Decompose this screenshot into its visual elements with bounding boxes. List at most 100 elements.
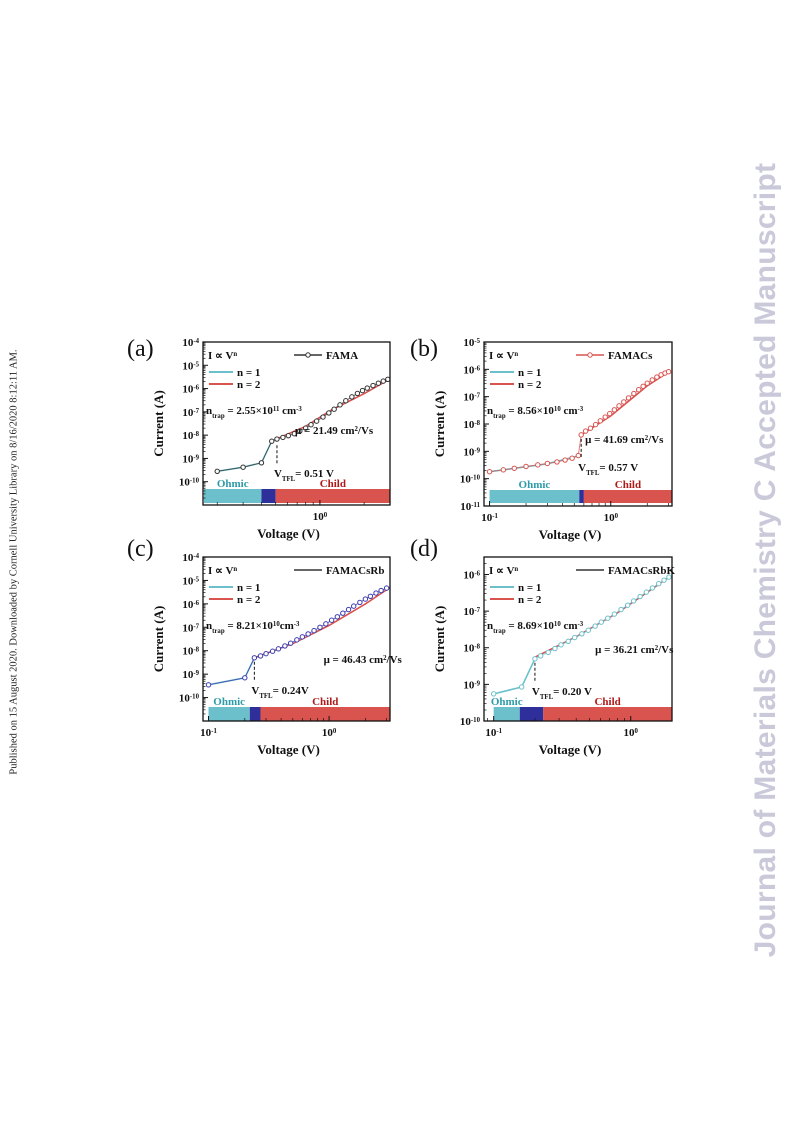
data-point	[585, 627, 591, 633]
data-point	[331, 406, 337, 412]
region-child-bar	[543, 707, 672, 721]
series-legend-marker	[305, 352, 311, 358]
region-ohmic-label-part: Ohmic	[519, 479, 551, 491]
ntrap-annotation-part: 10	[554, 406, 561, 413]
data-point	[205, 682, 212, 688]
y-tick-label-part: -5	[193, 576, 199, 583]
law-label-part: I ∝ V	[208, 350, 233, 362]
ntrap-annotation-part: trap	[493, 628, 506, 635]
ntrap-annotation-part: trap	[212, 413, 225, 420]
data-point	[308, 422, 314, 428]
legend-n2-label: n = 2	[237, 594, 261, 606]
y-tick-label-part: 10	[179, 477, 191, 489]
data-point	[511, 465, 517, 471]
ntrap-annotation-part: = 8.21×10	[225, 620, 274, 632]
y-tick-label: 10-7	[182, 622, 199, 634]
y-tick-label: 10-9	[463, 679, 480, 691]
y-tick-label: 10-7	[463, 392, 480, 404]
mobility-annotation-part: 2	[355, 426, 359, 433]
region-child-label: Child	[615, 479, 641, 491]
y-tick-label: 10-6	[182, 599, 199, 611]
y-axis-title-part: Current (A)	[151, 390, 166, 457]
y-axis-title: Current (A)	[151, 606, 166, 673]
legend-n1-label: n = 1	[237, 367, 260, 379]
y-tick-label-part: -8	[474, 643, 480, 650]
ntrap-annotation-part: n	[487, 620, 493, 632]
region-ohmic-label: Ohmic	[217, 478, 249, 490]
data-point	[636, 386, 642, 393]
data-point	[380, 378, 386, 384]
y-tick-label: 10-6	[463, 569, 480, 581]
data-point	[334, 614, 341, 620]
series-legend-label-part: FAMACs	[608, 350, 653, 362]
legend-n1-label: n = 1	[518, 367, 541, 379]
data-point	[649, 377, 655, 383]
data-point	[345, 606, 352, 613]
y-tick-label-part: 10	[463, 679, 475, 691]
region-tfl-label: TFL	[258, 478, 279, 490]
law-label-part: n	[514, 566, 518, 573]
vtfl-annotation-part: = 0.57 V	[599, 462, 638, 474]
data-point	[532, 656, 538, 662]
y-tick-label-part: -8	[193, 431, 199, 438]
panel-label-part: (b)	[410, 336, 438, 362]
legend-n2-label-part: n = 2	[237, 379, 261, 391]
ntrap-annotation-part: n	[206, 620, 212, 632]
region-tfl-label-part: TFL	[258, 478, 279, 490]
data-point	[364, 385, 370, 391]
y-tick-label: 10-11	[460, 501, 480, 513]
x-tick-label: 10-1	[485, 727, 502, 739]
region-child-label: Child	[312, 696, 338, 708]
y-tick-label-part: 10	[463, 606, 475, 618]
y-tick-label-part: -10	[190, 477, 200, 484]
data-point	[597, 418, 604, 424]
data-point	[602, 414, 608, 420]
panel-label: (a)	[127, 336, 154, 362]
vtfl-annotation-part: = 0.24V	[273, 685, 309, 697]
panel-b: (b)Ohmic TFL Child10-510-610-710-810-910-1…	[410, 336, 673, 542]
data-point	[571, 634, 578, 641]
x-axis-title-part: Voltage (V)	[539, 742, 602, 757]
y-tick-label-part: 10	[463, 392, 475, 404]
x-tick-label-part: 10	[604, 512, 616, 524]
panel-label: (d)	[410, 536, 438, 562]
x-tick-label-part: 10	[485, 727, 497, 739]
data-point	[302, 425, 309, 431]
y-tick-label: 10-7	[463, 606, 480, 618]
y-tick-label-part: -7	[474, 607, 480, 614]
y-tick-label-part: -4	[193, 553, 199, 560]
legend-n2-label-part: n = 2	[518, 379, 542, 391]
law-label: I ∝ Vn	[489, 350, 518, 362]
region-child-label-part: Child	[615, 479, 641, 491]
y-tick-label-part: 10	[182, 575, 194, 587]
x-axis-title-part: Voltage (V)	[539, 527, 602, 542]
vtfl-annotation-part: TFL	[282, 476, 296, 483]
x-tick-label-part: 0	[333, 728, 337, 735]
vtfl-annotation-part: V	[274, 468, 282, 480]
x-tick-label-part: 0	[635, 728, 639, 735]
x-axis-title-part: Voltage (V)	[257, 742, 320, 757]
data-point	[624, 602, 631, 608]
data-point	[554, 459, 560, 465]
ntrap-annotation-part: n	[206, 405, 212, 417]
vtfl-annotation-part: TFL	[586, 469, 600, 476]
data-point	[305, 631, 311, 637]
data-point	[537, 653, 544, 659]
data-point	[592, 623, 598, 629]
ntrap-annotation-part: -3	[578, 621, 584, 628]
legend-n1-label-part: n = 1	[237, 367, 260, 379]
ntrap-annotation: ntrap = 8.21×1010cm-3	[206, 620, 300, 635]
ntrap-annotation-part: 10	[273, 621, 280, 628]
y-tick-label-part: -6	[474, 365, 480, 372]
mobility-annotation: μ = 41.69 cm2/Vs	[585, 434, 664, 446]
region-child-label-part: Child	[320, 478, 346, 490]
y-tick-label: 10-7	[182, 407, 199, 419]
data-point	[320, 414, 326, 420]
y-tick-label: 10-5	[182, 575, 199, 587]
vtfl-annotation: VTFL= 0.24V	[251, 685, 308, 700]
y-tick-label-part: 10	[463, 643, 475, 655]
law-label-part: I ∝ V	[489, 565, 514, 577]
x-tick-label-part: 10	[481, 512, 493, 524]
region-tfl-label: TFL	[571, 479, 592, 491]
